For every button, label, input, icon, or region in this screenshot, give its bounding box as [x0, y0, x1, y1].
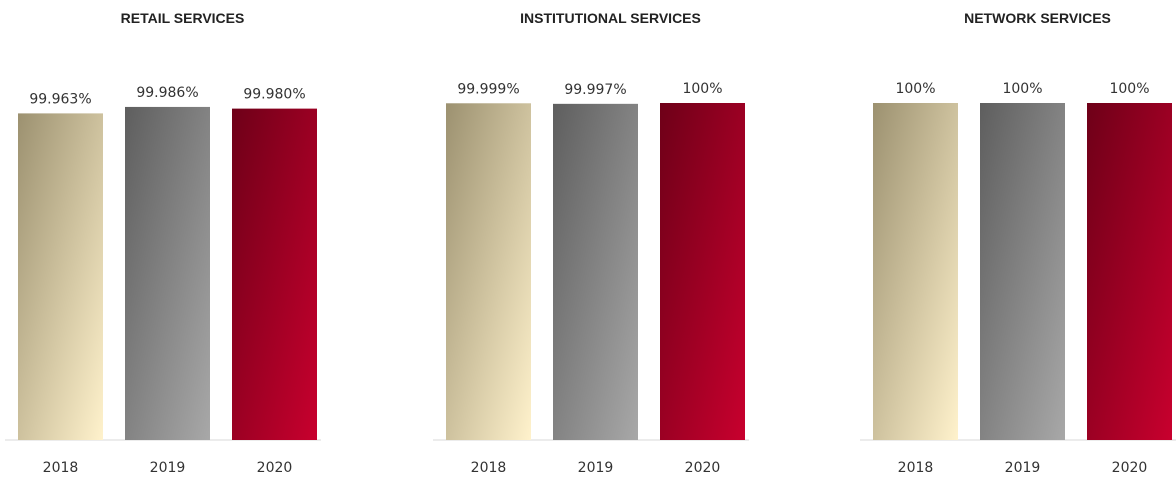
- chart-panel-3: NETWORK SERVICES 100% 2018 100% 2019 100% 2020: [860, 10, 1176, 476]
- data-label: 99.963%: [29, 91, 91, 107]
- x-tick-label: 2020: [257, 460, 293, 476]
- data-label: 99.997%: [564, 82, 626, 98]
- x-tick-label: 2020: [1112, 460, 1148, 476]
- data-label: 99.986%: [136, 85, 198, 101]
- data-label: 99.999%: [457, 81, 519, 97]
- panel-title: NETWORK SERVICES: [964, 10, 1111, 26]
- bar-2020: [1087, 103, 1172, 440]
- bar-2018: [18, 113, 103, 440]
- panel-title: INSTITUTIONAL SERVICES: [520, 10, 701, 26]
- chart-panel-1: RETAIL SERVICES 99.963% 2018 99.986% 2019 99.…: [5, 10, 321, 476]
- x-tick-label: 2018: [898, 460, 934, 476]
- chart-panel-2: INSTITUTIONAL SERVICES 99.999% 2018 99.997%…: [433, 10, 749, 476]
- x-tick-label: 2019: [150, 460, 186, 476]
- bar-2020: [660, 103, 745, 440]
- data-label: 100%: [1109, 81, 1149, 97]
- bar-2019: [125, 106, 210, 440]
- x-tick-label: 2018: [471, 460, 507, 476]
- data-label: 99.980%: [243, 87, 305, 103]
- data-label: 100%: [1002, 81, 1042, 97]
- data-label: 100%: [682, 81, 722, 97]
- x-tick-label: 2019: [578, 460, 614, 476]
- x-tick-label: 2019: [1005, 460, 1041, 476]
- bar-2019: [553, 103, 638, 440]
- data-label: 100%: [895, 81, 935, 97]
- bar-2019: [980, 103, 1065, 440]
- bar-2018: [446, 103, 531, 441]
- panel-title: RETAIL SERVICES: [121, 10, 245, 26]
- bar-2020: [232, 108, 317, 440]
- x-tick-label: 2020: [685, 460, 721, 476]
- bar-2018: [873, 103, 958, 440]
- x-tick-label: 2018: [43, 460, 79, 476]
